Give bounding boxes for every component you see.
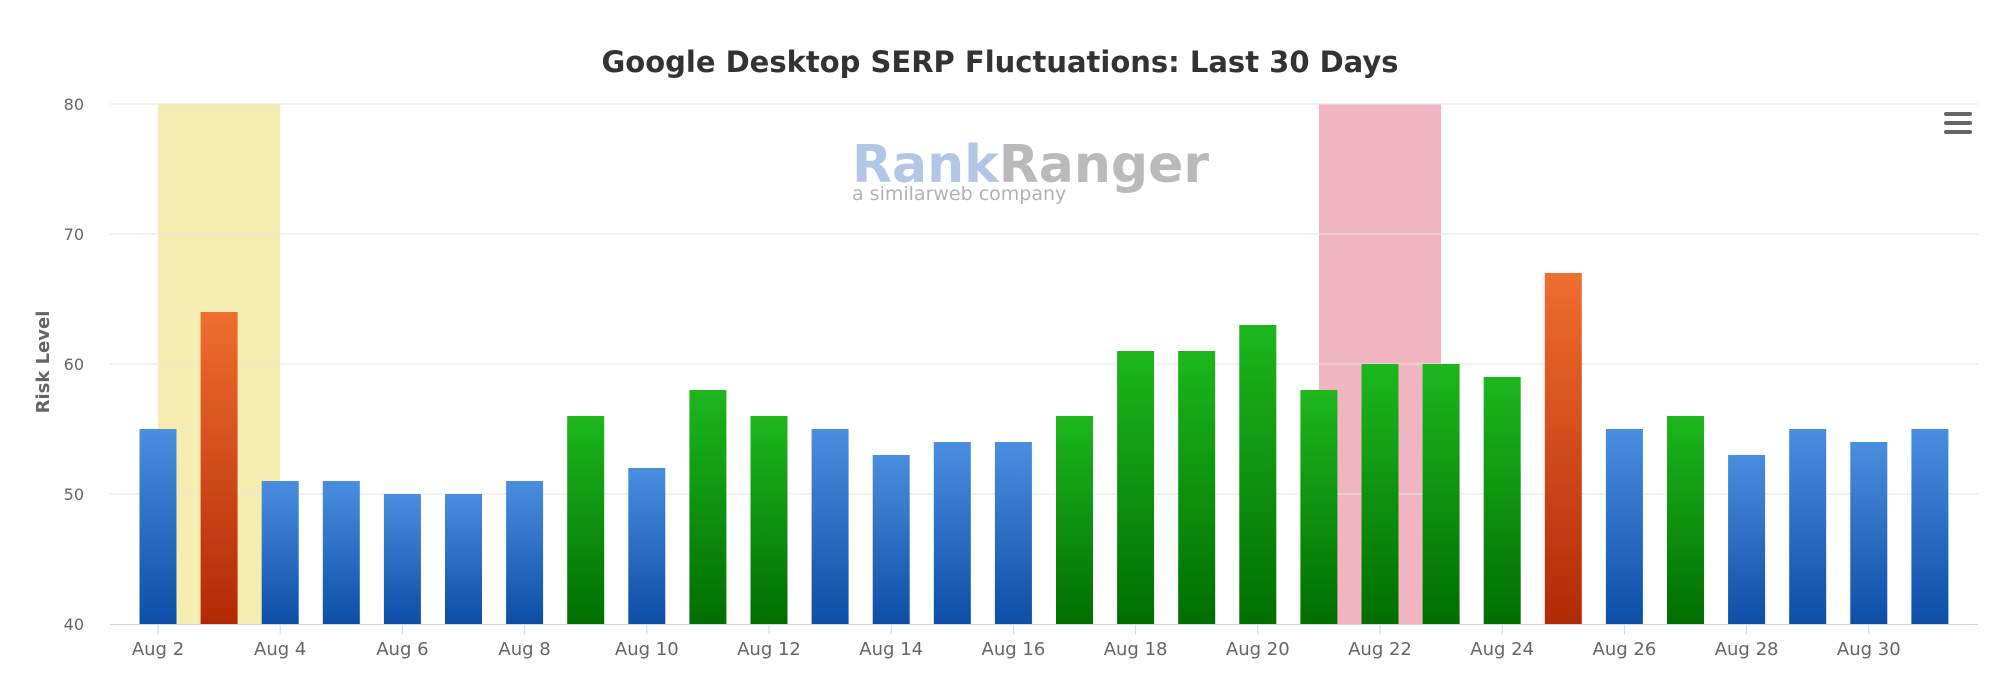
bar-aug-8 bbox=[506, 481, 544, 624]
bar-aug-13 bbox=[811, 429, 849, 624]
y-tick-label: 80 bbox=[64, 95, 84, 114]
bar-aug-3 bbox=[200, 312, 238, 624]
x-tick-label: Aug 10 bbox=[615, 639, 679, 660]
bar-aug-21 bbox=[1300, 390, 1338, 624]
x-tick-label: Aug 22 bbox=[1348, 639, 1412, 660]
hamburger-menu-icon[interactable] bbox=[1940, 108, 1974, 138]
y-tick-label: 70 bbox=[64, 225, 84, 244]
bar-aug-7 bbox=[445, 494, 482, 624]
y-tick-label: 40 bbox=[64, 615, 84, 634]
y-tick-label: 60 bbox=[64, 355, 84, 374]
bar-aug-12 bbox=[750, 416, 788, 624]
bar-aug-18 bbox=[1117, 351, 1155, 624]
x-axis-ticks: Aug 2 Aug 4 Aug 6 Aug 8 Aug 10 Aug 12 Aug 14 Au… bbox=[132, 624, 1901, 660]
bar-aug-31 bbox=[1911, 429, 1949, 624]
x-tick-label: Aug 4 bbox=[254, 639, 306, 660]
bar-aug-14 bbox=[872, 455, 910, 624]
x-tick-label: Aug 14 bbox=[859, 639, 923, 660]
bar-aug-17 bbox=[1056, 416, 1093, 624]
bar-aug-27 bbox=[1667, 416, 1704, 624]
bar-aug-20 bbox=[1239, 325, 1277, 624]
bar-aug-24 bbox=[1483, 377, 1521, 624]
x-tick-label: Aug 8 bbox=[498, 639, 550, 660]
x-tick-label: Aug 12 bbox=[737, 639, 801, 660]
y-axis-ticks: 40 50 60 70 80 bbox=[64, 95, 84, 634]
watermark: RankRanger a similarweb company bbox=[852, 135, 1209, 205]
bars bbox=[139, 273, 1949, 624]
y-tick-label: 50 bbox=[64, 485, 84, 504]
bar-aug-30 bbox=[1850, 442, 1888, 624]
bar-aug-23 bbox=[1422, 364, 1460, 624]
bar-aug-19 bbox=[1178, 351, 1216, 624]
chart-title: Google Desktop SERP Fluctuations: Last 3… bbox=[601, 45, 1398, 79]
watermark-brand-ranger: Ranger bbox=[999, 135, 1210, 195]
x-tick-label: Aug 30 bbox=[1837, 639, 1901, 660]
x-tick-label: Aug 20 bbox=[1226, 639, 1290, 660]
bar-aug-9 bbox=[567, 416, 605, 624]
bar-aug-15 bbox=[933, 442, 971, 624]
bar-aug-2 bbox=[139, 429, 177, 624]
bar-aug-16 bbox=[994, 442, 1032, 624]
bar-aug-28 bbox=[1728, 455, 1766, 624]
y-axis-title: Risk Level bbox=[33, 311, 54, 414]
watermark-tagline: a similarweb company bbox=[852, 183, 1066, 205]
x-tick-label: Aug 26 bbox=[1593, 639, 1657, 660]
watermark-brand-rank: Rank bbox=[852, 135, 1000, 195]
bar-aug-25 bbox=[1544, 273, 1582, 624]
bar-aug-4 bbox=[261, 481, 299, 624]
bar-aug-10 bbox=[628, 468, 666, 624]
x-tick-label: Aug 6 bbox=[376, 639, 428, 660]
bar-aug-5 bbox=[322, 481, 360, 624]
bar-aug-22 bbox=[1361, 364, 1399, 624]
grid-lines bbox=[110, 103, 1978, 495]
bar-aug-29 bbox=[1789, 429, 1827, 624]
bar-aug-26 bbox=[1605, 429, 1643, 624]
x-tick-label: Aug 24 bbox=[1470, 639, 1534, 660]
svg-text:RankRanger: RankRanger bbox=[852, 135, 1209, 195]
x-tick-label: Aug 28 bbox=[1715, 639, 1779, 660]
x-tick-label: Aug 18 bbox=[1104, 639, 1168, 660]
bar-aug-6 bbox=[383, 494, 421, 624]
x-tick-label: Aug 16 bbox=[982, 639, 1046, 660]
x-tick-label: Aug 2 bbox=[132, 639, 184, 660]
bar-aug-11 bbox=[689, 390, 727, 624]
